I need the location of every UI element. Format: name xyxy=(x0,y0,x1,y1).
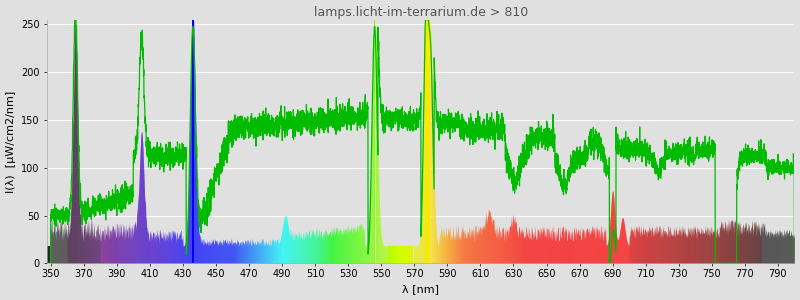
X-axis label: λ [nm]: λ [nm] xyxy=(402,284,439,294)
Title: lamps.licht-im-terrarium.de > 810: lamps.licht-im-terrarium.de > 810 xyxy=(314,6,528,19)
Y-axis label: I(λ)  [µW/cm2/nm]: I(λ) [µW/cm2/nm] xyxy=(6,90,15,193)
